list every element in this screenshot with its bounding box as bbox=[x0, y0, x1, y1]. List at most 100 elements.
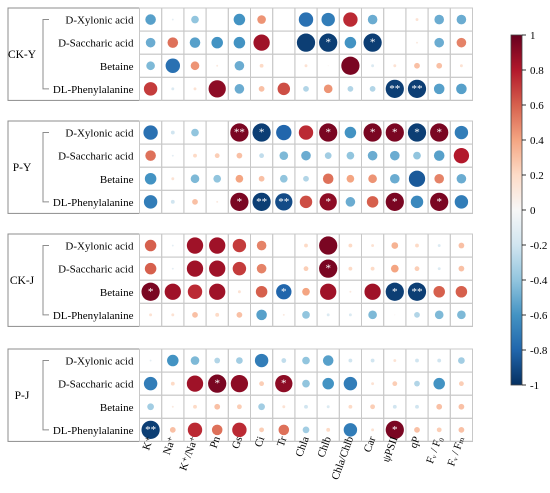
correlation-circle bbox=[147, 403, 154, 411]
correlation-circle bbox=[298, 125, 314, 140]
correlation-circle bbox=[145, 37, 156, 48]
table-row: DL-Phenylalanine ** ** bbox=[53, 76, 473, 101]
correlation-circle bbox=[323, 84, 333, 94]
correlation-circle bbox=[282, 313, 285, 316]
correlation-circle bbox=[237, 404, 242, 410]
correlation-circle bbox=[454, 125, 469, 140]
correlation-circle bbox=[234, 84, 245, 94]
correlation-circle bbox=[437, 267, 441, 271]
table-row: DL-Phenylalanine * ** ** * * * bbox=[53, 189, 473, 214]
correlation-circle bbox=[189, 37, 201, 48]
correlation-circle bbox=[458, 357, 465, 364]
correlation-circle bbox=[256, 240, 267, 251]
significance-mark: * bbox=[370, 37, 376, 49]
correlation-circle bbox=[370, 358, 375, 363]
significance-mark: * bbox=[237, 196, 243, 208]
table-row: D-Xylonic acid bbox=[65, 233, 473, 258]
correlation-circle bbox=[259, 63, 264, 68]
correlation-circle bbox=[344, 36, 357, 49]
correlation-circle bbox=[368, 174, 377, 184]
significance-mark: ** bbox=[256, 196, 267, 208]
correlation-circle bbox=[214, 357, 221, 364]
grid-cell bbox=[272, 256, 296, 281]
grid-cell bbox=[449, 189, 473, 214]
significance-mark: * bbox=[436, 196, 442, 208]
correlation-circle bbox=[302, 287, 310, 296]
correlation-circle bbox=[322, 355, 334, 366]
correlation-circle bbox=[458, 403, 465, 410]
grid-cell bbox=[272, 53, 296, 78]
correlation-circle bbox=[343, 376, 358, 391]
correlation-circle bbox=[390, 150, 400, 161]
correlation-circle bbox=[171, 244, 174, 247]
correlation-circle bbox=[321, 12, 335, 27]
correlation-circle bbox=[453, 147, 470, 164]
correlation-circle bbox=[143, 125, 158, 140]
x-tick-label: Na⁺ bbox=[161, 435, 179, 457]
correlation-circle bbox=[191, 15, 199, 24]
correlation-circle bbox=[237, 290, 241, 294]
correlation-circle bbox=[141, 420, 160, 439]
correlation-circle bbox=[319, 259, 338, 278]
correlation-circle bbox=[385, 282, 404, 301]
row-label: Betaine bbox=[100, 287, 134, 299]
correlation-circle bbox=[433, 377, 445, 390]
colorbar-gradient bbox=[510, 34, 523, 386]
correlation-circle bbox=[454, 195, 469, 209]
correlation-circle bbox=[385, 192, 404, 211]
correlation-circle bbox=[216, 64, 219, 67]
row-label: Betaine bbox=[100, 174, 134, 186]
significance-mark: * bbox=[325, 127, 331, 139]
correlation-circle bbox=[371, 428, 375, 432]
correlation-circle bbox=[171, 177, 175, 181]
correlation-circle bbox=[232, 238, 247, 253]
correlation-circle bbox=[171, 267, 174, 270]
grid-cell bbox=[272, 30, 296, 55]
correlation-circle bbox=[393, 64, 397, 68]
correlation-circle bbox=[208, 80, 226, 98]
row-label: D-Saccharic acid bbox=[58, 264, 134, 276]
x-tick-label: Tr bbox=[275, 435, 290, 449]
correlation-circle bbox=[275, 375, 293, 393]
correlation-circle bbox=[385, 79, 404, 98]
correlation-circle bbox=[437, 358, 442, 363]
correlation-circle bbox=[233, 36, 246, 49]
correlation-circle bbox=[298, 12, 314, 27]
row-label: Betaine bbox=[100, 402, 134, 414]
correlation-circle bbox=[433, 285, 445, 298]
correlation-circle bbox=[208, 374, 227, 393]
correlation-circle bbox=[456, 173, 467, 184]
correlation-circle bbox=[390, 264, 399, 273]
colorbar-tick-label: 0.8 bbox=[530, 65, 544, 77]
correlation-circle bbox=[459, 64, 463, 68]
correlation-circle bbox=[190, 356, 200, 365]
grid-cell bbox=[205, 7, 229, 32]
x-tick-label: Pn bbox=[208, 434, 223, 449]
correlation-circle bbox=[187, 284, 203, 299]
row-label: DL-Phenylalanine bbox=[53, 425, 134, 437]
correlation-circle bbox=[304, 64, 308, 68]
row-label: D-Saccharic acid bbox=[58, 379, 134, 391]
correlation-circle bbox=[392, 404, 397, 409]
correlation-circle bbox=[236, 357, 243, 364]
correlation-circle bbox=[164, 283, 181, 300]
significance-mark: ** bbox=[412, 83, 423, 95]
correlation-circle bbox=[144, 239, 157, 252]
correlation-circle bbox=[343, 423, 358, 437]
colorbar-tick-label: -1 bbox=[530, 380, 539, 392]
correlation-circle bbox=[367, 14, 378, 25]
correlation-circle bbox=[257, 15, 266, 24]
table-row: D-Xylonic acid ** * * * * * * bbox=[65, 120, 473, 145]
correlation-circle bbox=[279, 174, 288, 183]
correlation-circle bbox=[187, 422, 203, 438]
correlation-circle bbox=[366, 196, 379, 208]
correlation-circle bbox=[326, 427, 331, 432]
table-row: Betaine * * * ** bbox=[100, 279, 473, 304]
row-label: DL-Phenylalanine bbox=[53, 310, 134, 322]
correlation-circle bbox=[322, 173, 334, 185]
panel-p-y: P-YD-Xylonic acid ** * * * * * *D-Saccharic aci… bbox=[7, 120, 473, 214]
x-tick-label: Car bbox=[362, 435, 379, 454]
